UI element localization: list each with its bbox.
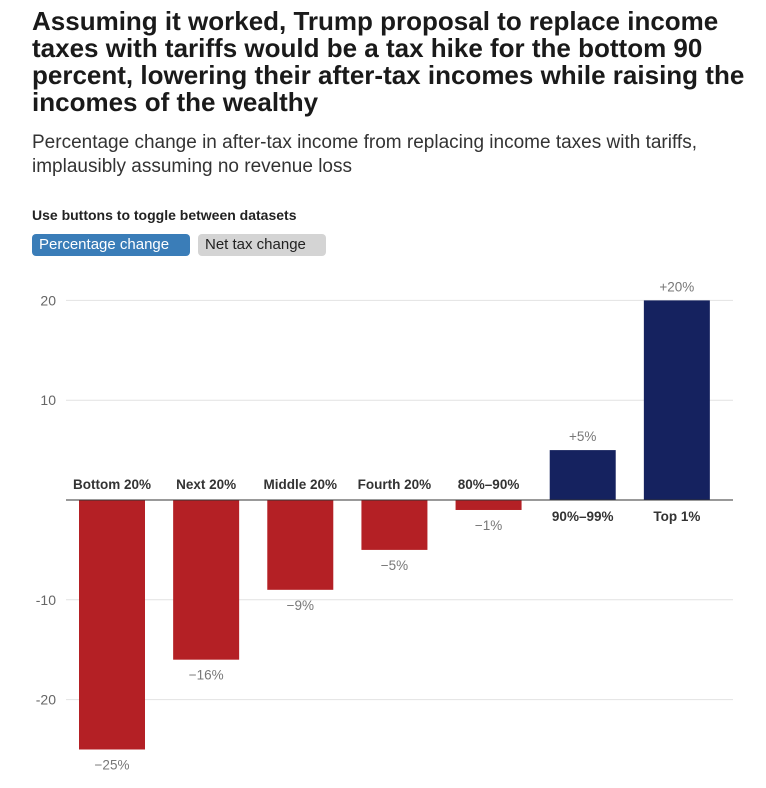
data-label: −5%	[381, 558, 408, 573]
category-label: Top 1%	[653, 509, 700, 524]
bar-chart: 20 10 -10 -20 Bottom 20% −25% Next 20% −16% Midd…	[36, 279, 733, 773]
data-label: −16%	[189, 668, 224, 683]
chart-subtitle: Percentage change in after-tax income fr…	[32, 132, 697, 177]
y-tick-label: 20	[40, 292, 56, 308]
y-tick-label: -20	[36, 692, 56, 708]
percentage-change-button[interactable]: Percentage change	[32, 234, 190, 256]
data-label: −25%	[95, 758, 130, 773]
bar	[79, 500, 145, 750]
bar	[455, 500, 522, 510]
data-label: −1%	[475, 518, 502, 533]
bar	[643, 300, 710, 500]
bar	[549, 450, 616, 500]
category-label: Next 20%	[176, 477, 236, 492]
toggle-label: Use buttons to toggle between datasets	[32, 207, 297, 223]
bar	[361, 500, 428, 550]
category-label: Bottom 20%	[73, 477, 151, 492]
net-tax-change-button[interactable]: Net tax change	[198, 234, 326, 256]
bar	[267, 500, 334, 590]
chart-title: Assuming it worked, Trump proposal to re…	[32, 6, 745, 117]
data-label: +20%	[659, 279, 694, 294]
category-label: Fourth 20%	[358, 477, 432, 492]
y-tick-label: 10	[40, 392, 56, 408]
category-label: Middle 20%	[264, 477, 338, 492]
bar	[173, 500, 240, 660]
data-label: +5%	[569, 429, 596, 444]
category-label: 90%–99%	[552, 509, 614, 524]
category-label: 80%–90%	[458, 477, 520, 492]
y-tick-label: -10	[36, 592, 56, 608]
data-label: −9%	[287, 598, 314, 613]
